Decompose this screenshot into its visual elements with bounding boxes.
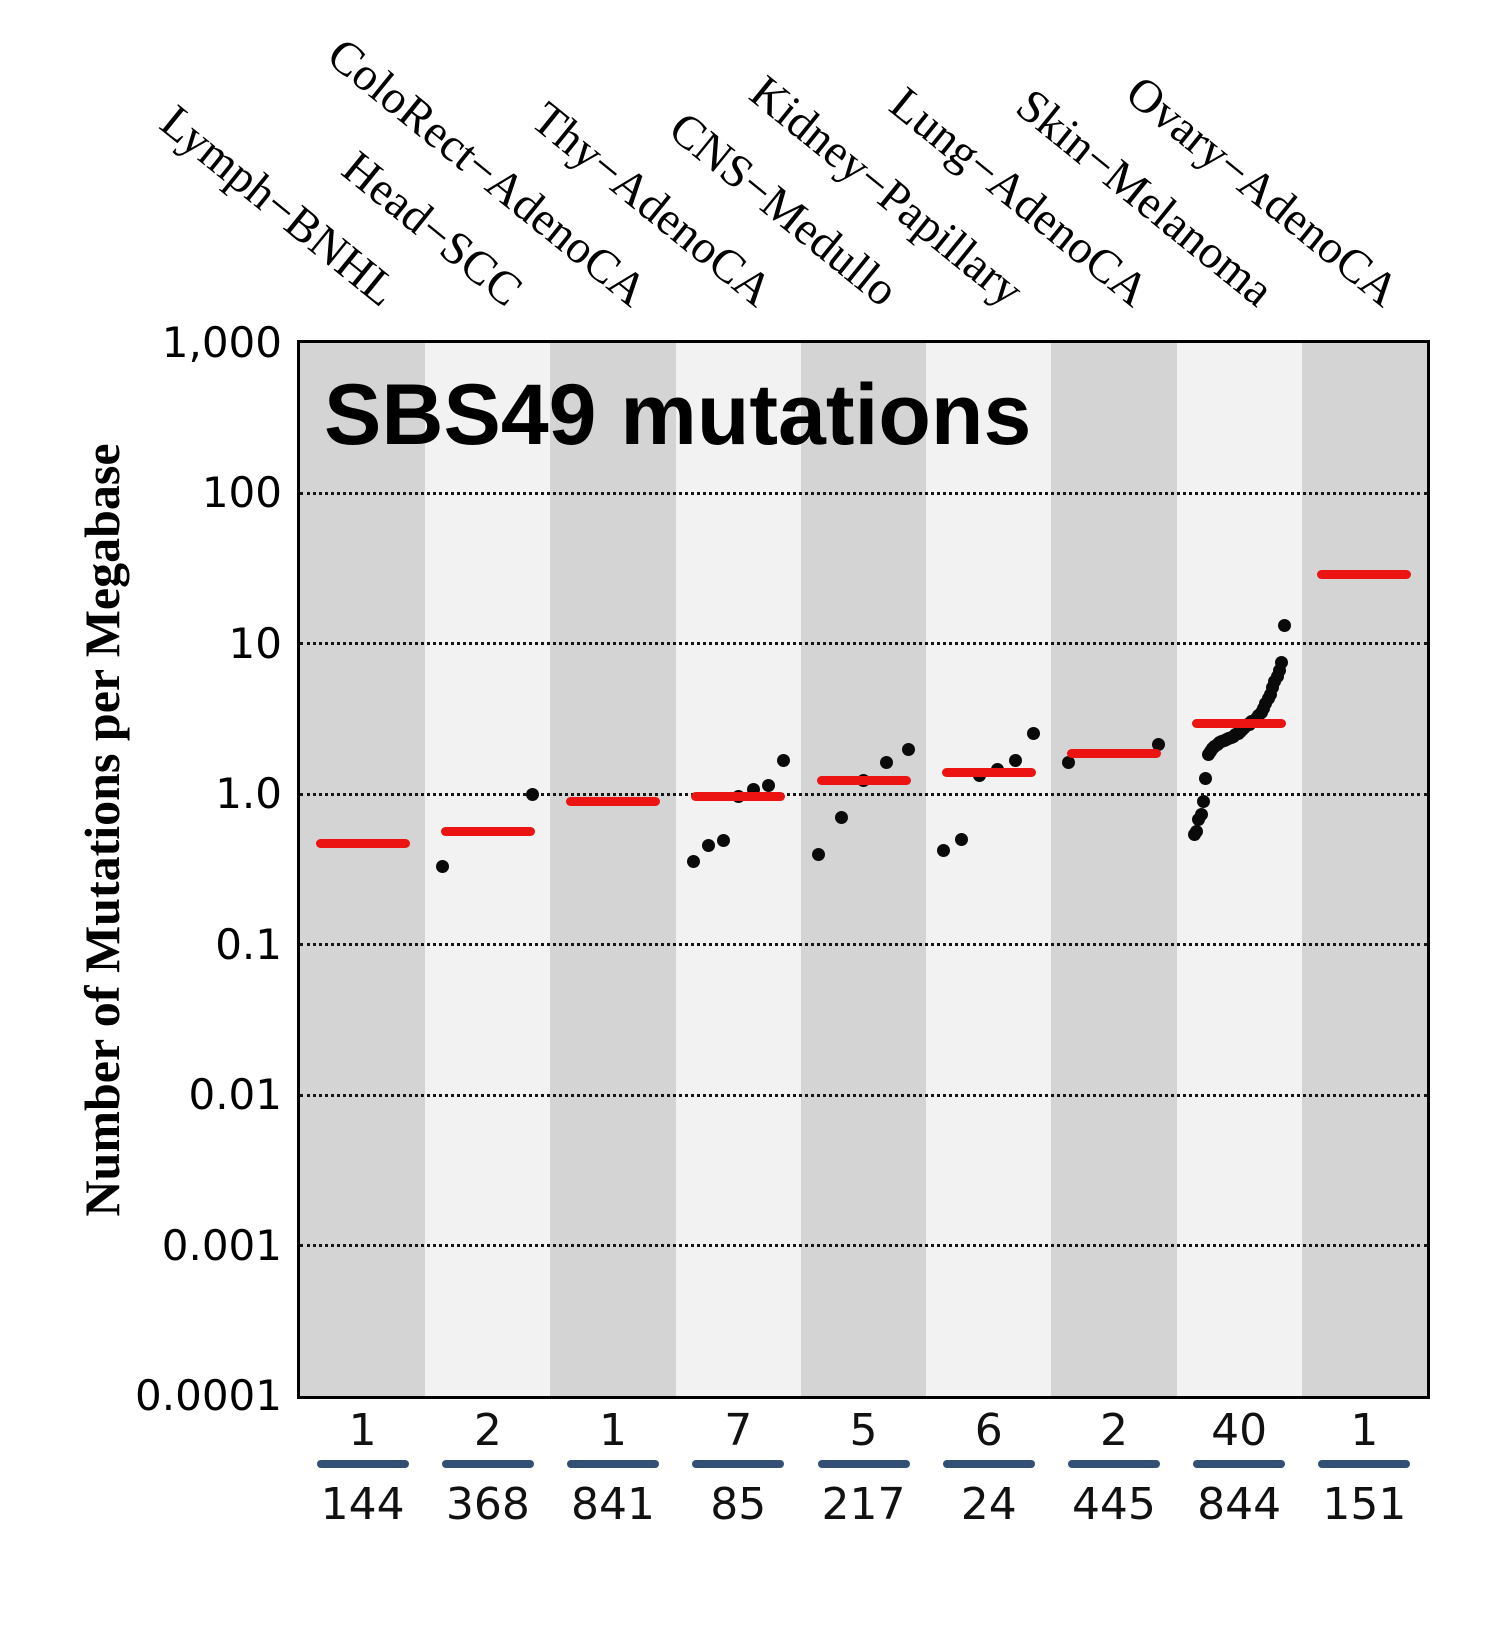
mutated-sample-count: 2 bbox=[1099, 1405, 1128, 1456]
category-stripe bbox=[1301, 343, 1427, 1396]
total-sample-count: 841 bbox=[571, 1479, 656, 1530]
y-tick-label: 100 bbox=[201, 468, 282, 518]
fraction-bar bbox=[817, 1460, 910, 1468]
total-sample-count: 144 bbox=[320, 1479, 405, 1530]
median-line bbox=[1317, 570, 1412, 580]
data-point bbox=[937, 844, 951, 858]
y-gridline bbox=[300, 1093, 1427, 1097]
y-tick-label: 0.1 bbox=[215, 919, 282, 969]
fraction-bar bbox=[316, 1460, 409, 1468]
fraction-bar bbox=[441, 1460, 534, 1468]
category-stripe bbox=[926, 343, 1052, 1396]
y-gridline bbox=[300, 943, 1427, 947]
total-sample-count: 844 bbox=[1197, 1479, 1282, 1530]
median-line bbox=[1066, 749, 1161, 759]
data-point bbox=[1009, 754, 1023, 768]
mutated-sample-count: 1 bbox=[348, 1405, 377, 1456]
median-line bbox=[941, 768, 1036, 778]
data-point bbox=[1152, 738, 1166, 752]
data-point bbox=[716, 834, 730, 848]
data-point bbox=[436, 860, 450, 874]
category-stripe bbox=[1176, 343, 1302, 1396]
data-point bbox=[1189, 824, 1203, 838]
total-sample-count: 85 bbox=[710, 1479, 767, 1530]
y-tick-label: 1.0 bbox=[215, 769, 282, 819]
total-sample-count: 217 bbox=[821, 1479, 906, 1530]
total-sample-count: 151 bbox=[1322, 1479, 1407, 1530]
data-point bbox=[1196, 794, 1210, 808]
data-point bbox=[1275, 656, 1289, 670]
data-point bbox=[776, 753, 790, 767]
mutated-sample-count: 7 bbox=[724, 1405, 753, 1456]
mutated-sample-count: 5 bbox=[849, 1405, 878, 1456]
median-line bbox=[315, 839, 410, 849]
data-point bbox=[526, 787, 540, 801]
mutated-sample-count: 1 bbox=[599, 1405, 628, 1456]
y-tick-label: 0.001 bbox=[161, 1220, 282, 1270]
total-sample-count: 24 bbox=[960, 1479, 1017, 1530]
category-stripe bbox=[675, 343, 801, 1396]
median-line bbox=[440, 826, 535, 836]
fraction-bar bbox=[1067, 1460, 1160, 1468]
y-tick-label: 0.0001 bbox=[135, 1371, 282, 1420]
y-gridline bbox=[300, 1244, 1427, 1248]
y-gridline bbox=[300, 642, 1427, 646]
chart-title: SBS49 mutations bbox=[324, 367, 1032, 463]
y-gridline bbox=[300, 792, 1427, 796]
category-stripe bbox=[800, 343, 927, 1396]
mutated-sample-count: 1 bbox=[1350, 1405, 1379, 1456]
y-tick-label: 10 bbox=[228, 618, 282, 668]
median-line bbox=[816, 776, 911, 786]
median-line bbox=[691, 792, 786, 802]
data-point bbox=[955, 833, 969, 847]
fraction-bar bbox=[1193, 1460, 1286, 1468]
data-point bbox=[834, 811, 848, 825]
data-point bbox=[1194, 808, 1208, 822]
data-point bbox=[686, 854, 700, 868]
fraction-bar bbox=[567, 1460, 660, 1468]
median-line bbox=[1192, 718, 1287, 728]
data-point bbox=[1027, 727, 1041, 741]
category-stripe bbox=[1051, 343, 1177, 1396]
category-stripe bbox=[550, 343, 676, 1396]
data-point bbox=[701, 838, 715, 852]
data-point bbox=[1277, 619, 1291, 633]
mutated-sample-count: 40 bbox=[1211, 1405, 1268, 1456]
data-point bbox=[812, 847, 825, 861]
data-point bbox=[879, 756, 893, 770]
mutated-sample-count: 6 bbox=[974, 1405, 1003, 1456]
data-point bbox=[1062, 756, 1076, 770]
mutated-sample-count: 2 bbox=[473, 1405, 502, 1456]
median-line bbox=[566, 797, 661, 807]
category-stripe bbox=[300, 343, 426, 1396]
data-point bbox=[1199, 771, 1213, 785]
y-tick-label: 0.01 bbox=[188, 1070, 282, 1120]
total-sample-count: 445 bbox=[1071, 1479, 1156, 1530]
total-sample-count: 368 bbox=[445, 1479, 530, 1530]
fraction-bar bbox=[942, 1460, 1035, 1468]
data-point bbox=[902, 743, 915, 757]
fraction-bar bbox=[1318, 1460, 1411, 1468]
data-point bbox=[761, 778, 775, 792]
y-gridline bbox=[300, 491, 1427, 495]
y-tick-label: 1,000 bbox=[161, 318, 282, 367]
fraction-bar bbox=[692, 1460, 785, 1468]
